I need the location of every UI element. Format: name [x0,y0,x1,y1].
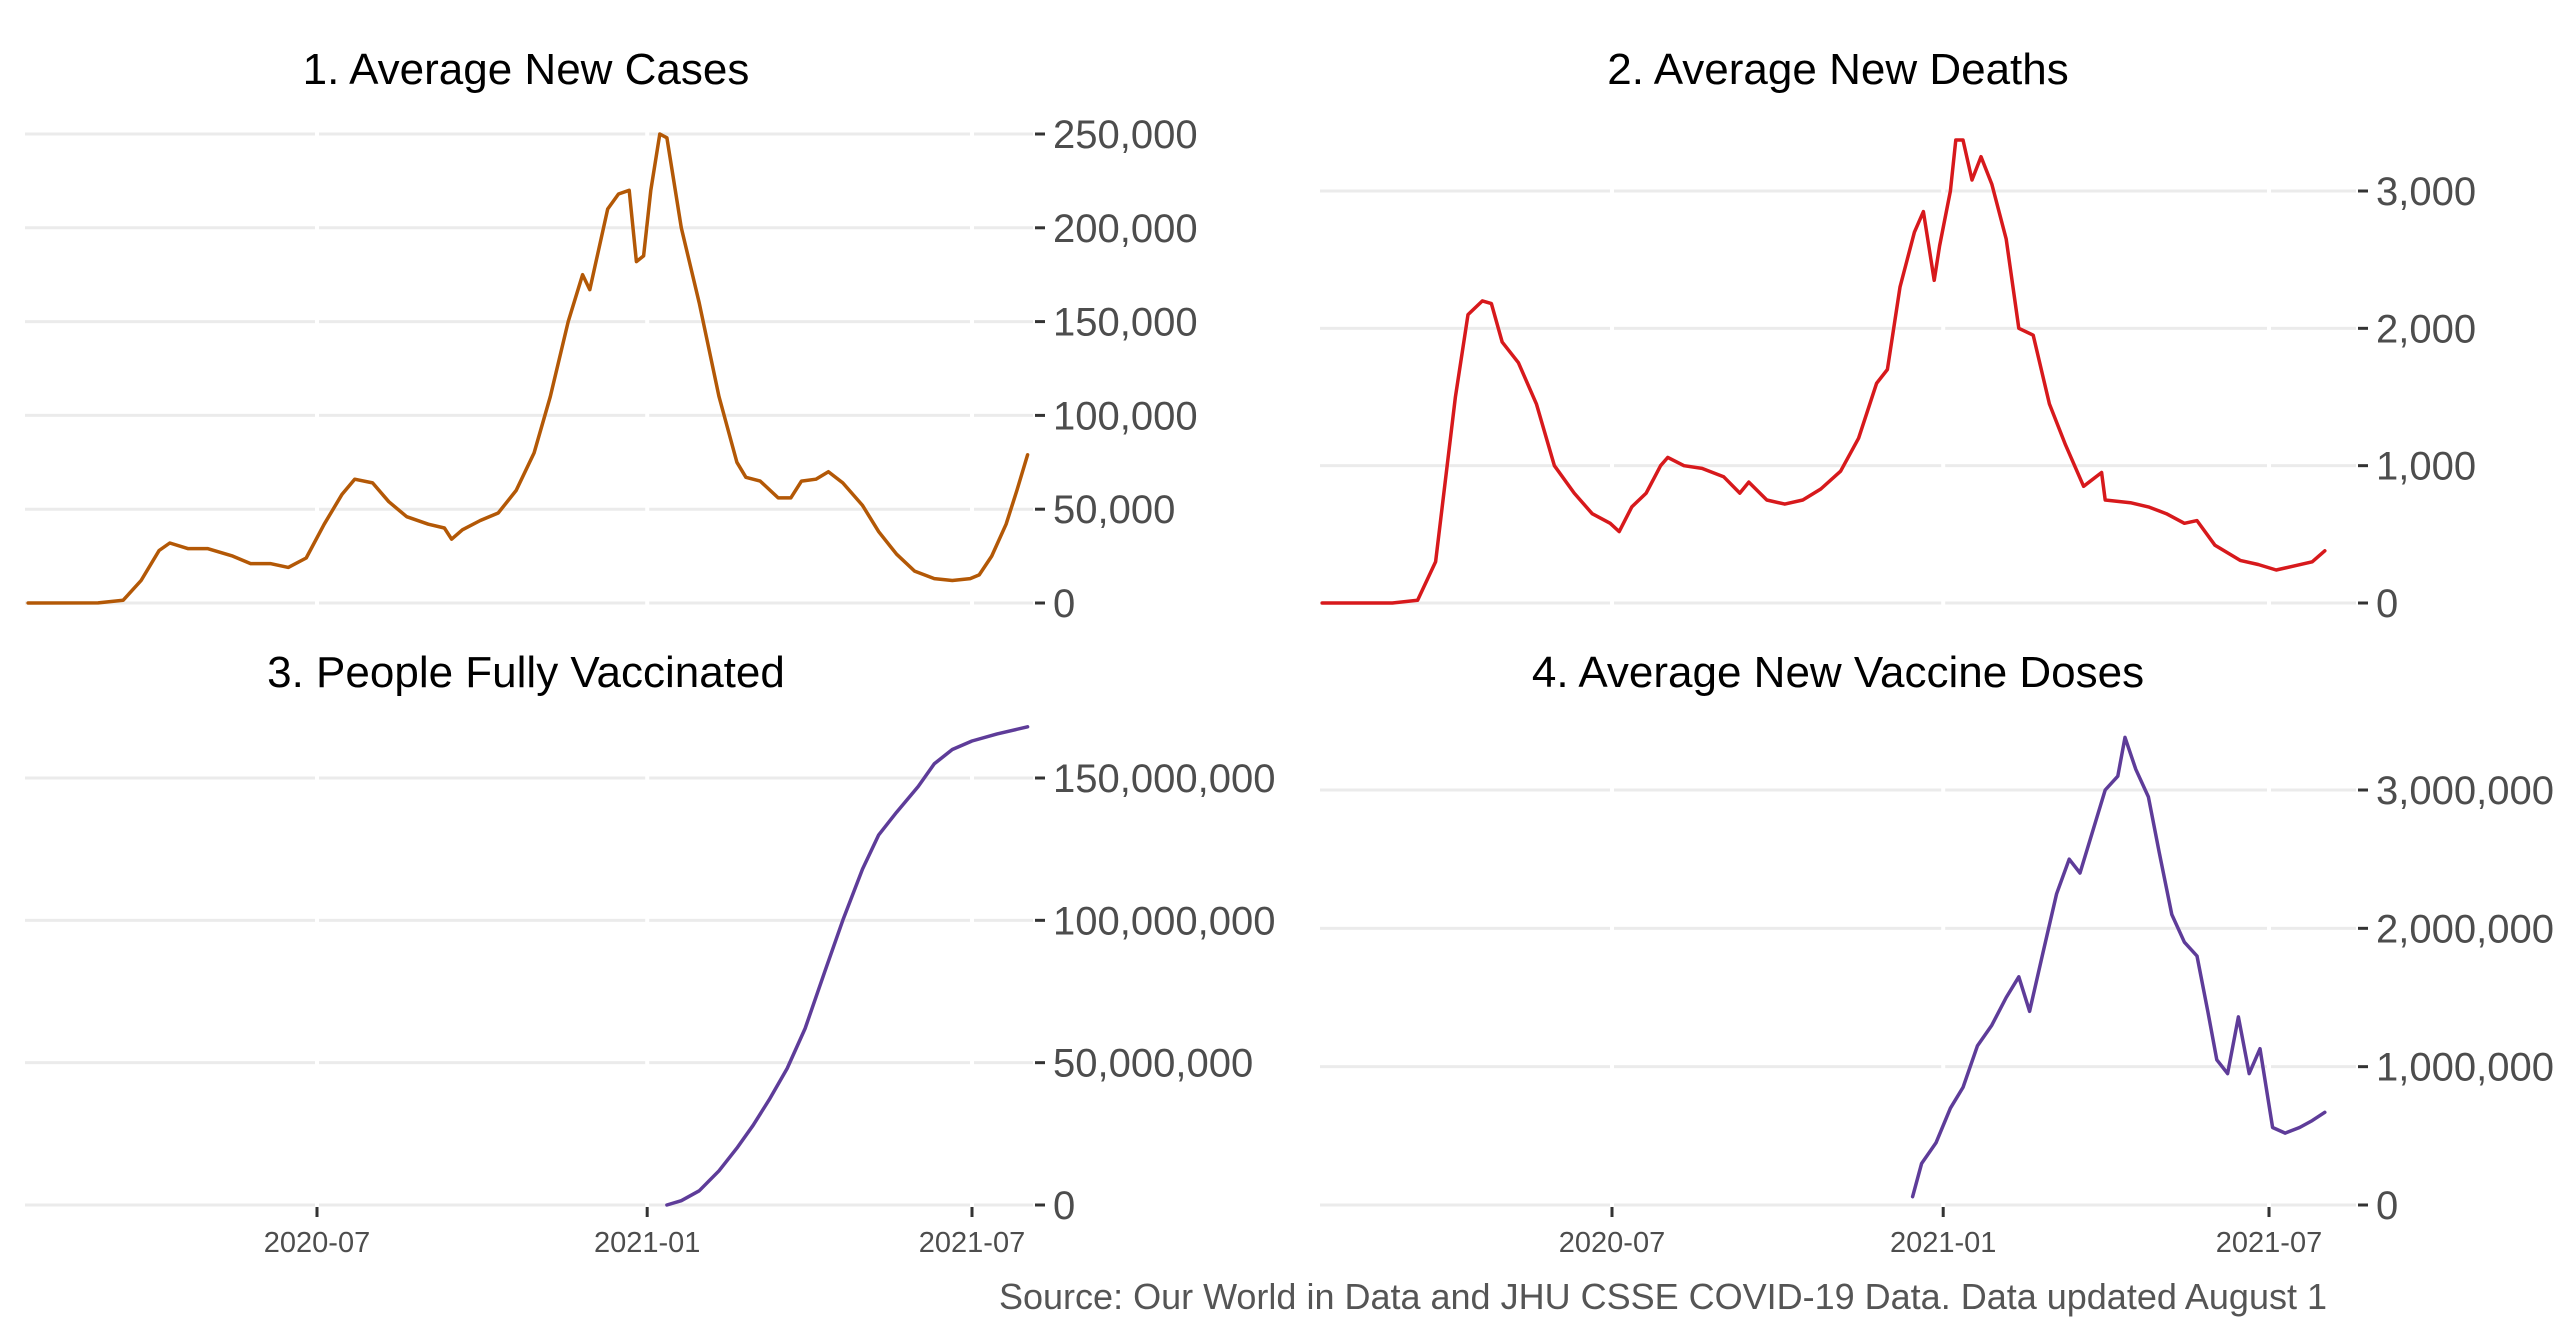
y-tick-label: 2,000 [2376,307,2476,351]
y-tick-label: 100,000,000 [1053,899,1275,943]
chart-panel-4: 0 1,000,000 2,000,000 3,000,000 2020-07 2021-… [1320,648,2554,1259]
series-line [1320,138,2327,605]
series-line [26,132,1030,605]
y-tick-label: 200,000 [1053,207,1198,251]
y-tick-label: 1,000,000 [2376,1046,2554,1090]
x-tick-label: 2021-07 [2216,1227,2322,1259]
chart-title: 4. Average New Vaccine Doses [1532,648,2144,697]
y-tick-label: 0 [1053,582,1075,626]
chart-title: 3. People Fully Vaccinated [267,648,785,697]
y-tick-label: 3,000,000 [2376,769,2554,813]
source-note: Source: Our World in Data and JHU CSSE C… [999,1276,2327,1317]
y-tick-label: 50,000 [1053,488,1175,532]
y-tick-label: 150,000,000 [1053,757,1275,801]
y-tick-label: 0 [2376,582,2398,626]
y-tick-label: 1,000 [2376,445,2476,489]
chart-title: 1. Average New Cases [303,45,750,94]
series-line [665,725,1030,1207]
y-tick-label: 100,000 [1053,394,1198,438]
y-tick-label: 250,000 [1053,113,1198,157]
y-tick-label: 3,000 [2376,170,2476,214]
x-tick-label: 2021-01 [594,1227,700,1259]
chart-panel-1: 0 50,000 100,000 150,000 200,000 250,000 1. Av… [25,45,1198,626]
x-tick-label: 2020-07 [264,1227,370,1259]
x-tick-label: 2020-07 [1559,1227,1665,1259]
series-line [1910,735,2327,1199]
x-tick-label: 2021-07 [919,1227,1025,1259]
y-tick-label: 0 [1053,1184,1075,1228]
chart-title: 2. Average New Deaths [1607,45,2068,94]
x-tick-label: 2021-01 [1890,1227,1996,1259]
y-tick-label: 150,000 [1053,301,1198,345]
y-tick-label: 2,000,000 [2376,907,2554,951]
chart-panel-2: 0 1,000 2,000 3,000 2. Average New Deaths [1320,45,2476,626]
y-tick-label: 50,000,000 [1053,1042,1253,1086]
y-tick-label: 0 [2376,1184,2398,1228]
chart-panel-3: 0 50,000,000 100,000,000 150,000,000 2020-07… [25,648,1275,1259]
